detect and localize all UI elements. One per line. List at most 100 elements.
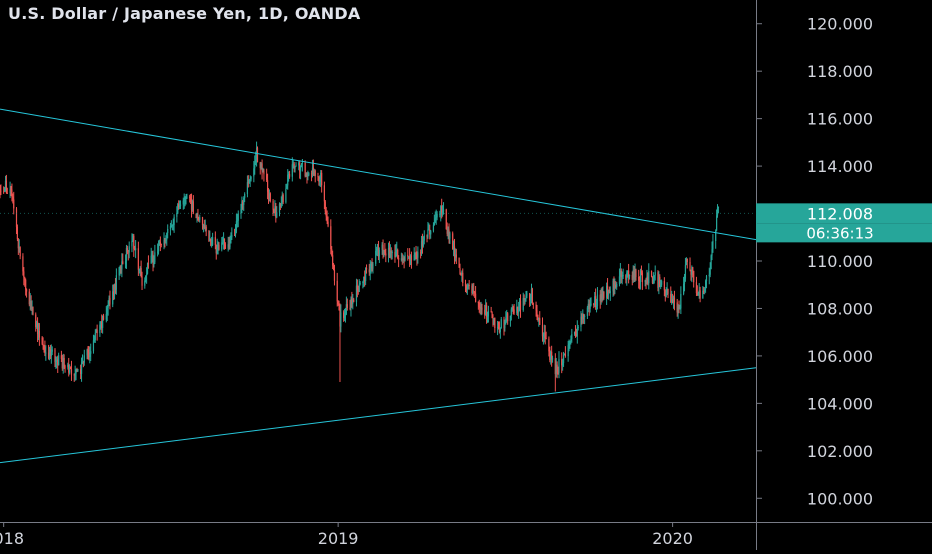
candle-body <box>400 258 402 260</box>
candle <box>211 236 213 248</box>
candle <box>692 266 694 278</box>
candle-body <box>294 166 296 169</box>
candle <box>324 200 326 215</box>
candle-body <box>350 298 352 309</box>
candle <box>698 283 700 299</box>
candle-body <box>301 162 303 164</box>
candle-body <box>505 318 507 322</box>
candle <box>632 265 634 283</box>
candle <box>340 304 342 333</box>
candle <box>169 222 172 236</box>
candle <box>259 161 261 175</box>
candle <box>90 343 92 362</box>
candle-body <box>267 191 270 199</box>
candle-body <box>17 239 19 249</box>
candle-body <box>131 241 133 247</box>
candle <box>18 239 20 253</box>
candle-body <box>448 229 450 239</box>
candle-body <box>158 241 161 246</box>
candle-body <box>384 249 386 254</box>
candle <box>671 290 673 305</box>
candle <box>705 279 707 293</box>
candle-body <box>647 276 649 284</box>
candle-body <box>345 304 347 314</box>
candle-body <box>107 304 109 308</box>
candle-body <box>139 267 141 270</box>
candle <box>223 238 226 250</box>
candle-body <box>575 333 577 337</box>
candle-body <box>87 349 89 353</box>
candle <box>336 272 338 307</box>
candle-body <box>293 163 295 169</box>
candle-body <box>594 296 596 306</box>
candle-body <box>562 363 564 366</box>
candle <box>562 351 565 367</box>
candle <box>343 310 345 322</box>
candle <box>600 288 602 305</box>
candle <box>16 224 19 242</box>
candle <box>420 235 423 256</box>
candle-body <box>589 304 591 309</box>
candle <box>119 265 121 276</box>
candle-body <box>157 251 159 253</box>
candle <box>376 243 379 257</box>
candle <box>531 287 534 305</box>
candle <box>684 257 687 282</box>
candle <box>179 200 182 210</box>
candle-body <box>318 177 320 182</box>
candle <box>339 303 341 383</box>
candle-body <box>208 230 210 242</box>
candle <box>562 358 564 371</box>
candle <box>0 185 1 199</box>
candle <box>176 206 178 223</box>
time-axis[interactable]: 2018 2019 2020 <box>0 522 932 548</box>
candle <box>124 254 127 269</box>
candle <box>47 344 50 360</box>
candle <box>452 231 454 250</box>
price-tick-label: 118.000 <box>807 62 873 81</box>
candle-body <box>665 292 667 297</box>
candle <box>135 240 137 259</box>
candle-body <box>666 288 668 293</box>
candle <box>383 249 385 258</box>
candle-body <box>178 204 180 207</box>
candle <box>561 352 563 374</box>
candle <box>186 193 188 200</box>
candle-body <box>581 316 583 320</box>
candle-body <box>100 321 102 325</box>
candle-body <box>685 258 687 265</box>
candle-body <box>256 147 259 163</box>
candle <box>215 244 217 260</box>
candle-body <box>13 199 15 209</box>
candle-body <box>618 276 621 284</box>
candle-body <box>112 291 114 305</box>
price-axis[interactable]: 100.000 102.000 104.000 106.000 108.000 110.0… <box>756 0 873 550</box>
candle <box>543 324 545 343</box>
candle-body <box>96 329 98 334</box>
candle-body <box>567 345 569 357</box>
candle-body <box>561 359 563 366</box>
candle <box>6 187 8 194</box>
candle <box>717 206 720 214</box>
candle <box>635 268 637 281</box>
candle <box>262 167 264 173</box>
candle-body <box>152 254 154 265</box>
candle <box>183 193 185 209</box>
candle <box>601 287 603 303</box>
candle <box>526 290 528 299</box>
candle-body <box>696 293 698 296</box>
candle-body <box>173 216 175 226</box>
candle <box>576 320 578 344</box>
candle <box>300 162 303 168</box>
candle <box>653 275 655 284</box>
candle-body <box>689 262 691 270</box>
candle-body <box>179 204 182 206</box>
candle-body <box>453 246 455 250</box>
candle-body <box>672 297 675 303</box>
candle <box>606 278 609 299</box>
candle <box>120 264 122 274</box>
candle-body <box>433 222 435 226</box>
candle <box>182 197 184 210</box>
